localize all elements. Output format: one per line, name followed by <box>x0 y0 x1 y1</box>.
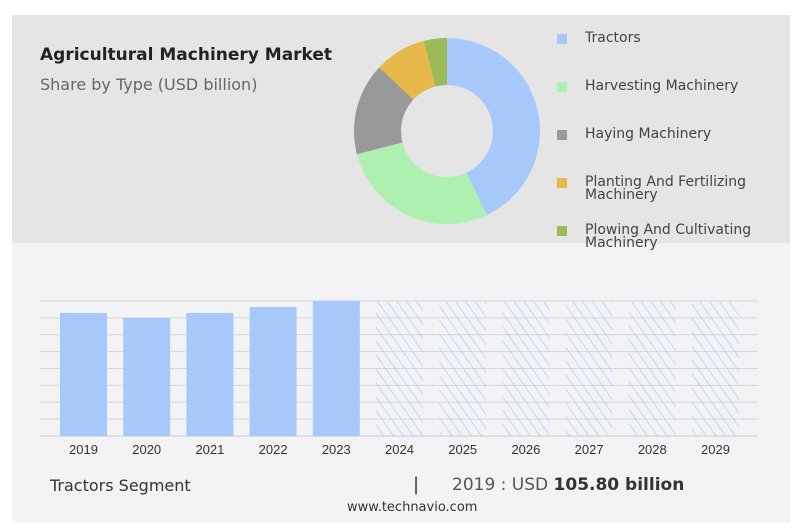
forecast-bar <box>502 301 550 436</box>
legend-label: Haying Machinery <box>585 126 712 142</box>
separator: | <box>413 474 420 495</box>
x-tick-label: 2028 <box>638 442 667 457</box>
segment-label: Tractors Segment <box>50 476 191 495</box>
forecast-bar <box>628 301 676 436</box>
value-amount: 105.80 billion <box>553 475 685 495</box>
forecast-bar <box>376 301 423 436</box>
legend-item: Planting And Fertilizing Machinery <box>557 174 787 206</box>
segment-value: 2019 : USD 105.80 billion <box>452 475 684 495</box>
bar <box>123 317 171 436</box>
bar <box>312 301 360 436</box>
forecast-bar <box>692 301 739 436</box>
donut-slice <box>356 142 487 224</box>
donut-slice <box>447 38 541 216</box>
legend-swatch <box>557 178 567 188</box>
legend-swatch <box>557 226 567 236</box>
x-tick-label: 2022 <box>259 442 288 457</box>
donut-slice <box>423 38 447 87</box>
legend-swatch <box>557 34 567 44</box>
legend-item: Tractors <box>557 30 787 62</box>
legend-swatch <box>557 130 567 140</box>
forecast-bar <box>565 301 613 436</box>
donut-slice <box>379 40 436 100</box>
legend-label: Tractors <box>585 30 641 46</box>
x-tick-label: 2026 <box>511 442 540 457</box>
x-tick-label: 2025 <box>448 442 477 457</box>
bar <box>249 307 297 436</box>
bar <box>60 312 107 436</box>
x-tick-label: 2024 <box>385 442 414 457</box>
bar <box>186 312 234 436</box>
x-tick-label: 2027 <box>575 442 604 457</box>
legend-label: Harvesting Machinery <box>585 78 739 94</box>
source-url: www.technavio.com <box>347 500 478 515</box>
legend-swatch <box>557 82 567 92</box>
chart-subtitle: Share by Type (USD billion) <box>40 75 258 94</box>
x-tick-label: 2021 <box>195 442 224 457</box>
legend-item: Haying Machinery <box>557 126 787 158</box>
legend-label: Plowing And Cultivating Machinery <box>585 222 752 251</box>
chart-title: Agricultural Machinery Market <box>40 45 333 65</box>
year-label: 2019 : USD <box>452 475 549 495</box>
x-tick-label: 2023 <box>322 442 351 457</box>
x-tick-label: 2020 <box>132 442 161 457</box>
forecast-bar <box>439 301 487 436</box>
x-tick-label: 2019 <box>69 442 98 457</box>
legend-item: Plowing And Cultivating Machinery <box>557 222 787 254</box>
donut-slice <box>354 67 414 155</box>
legend-label: Planting And Fertilizing Machinery <box>585 174 746 203</box>
legend-item: Harvesting Machinery <box>557 78 787 110</box>
x-tick-label: 2029 <box>701 442 730 457</box>
